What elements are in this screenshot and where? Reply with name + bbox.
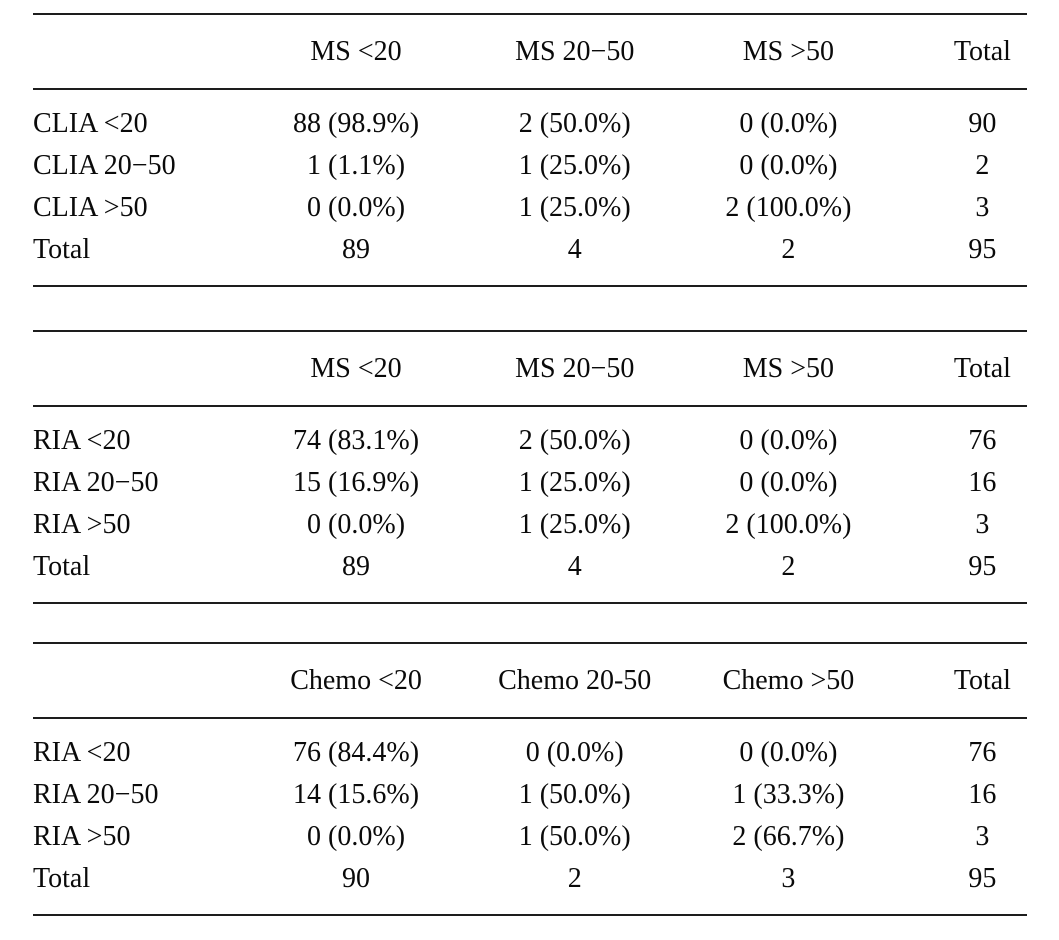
table-cell: 0 (0.0%)	[739, 150, 838, 181]
table-cell: 3	[975, 192, 990, 223]
row-label: RIA >50	[33, 821, 131, 852]
table-cell: 3	[975, 821, 990, 852]
row-label: Total	[33, 863, 91, 894]
table-cell: 0 (0.0%)	[307, 192, 406, 223]
column-header-total: Total	[953, 664, 1011, 696]
table-cell: 0 (0.0%)	[739, 467, 838, 498]
table-cell: 1 (25.0%)	[518, 192, 631, 223]
table-cell: 0 (0.0%)	[739, 425, 838, 456]
table-cell: 1 (25.0%)	[518, 467, 631, 498]
table-cell: 15 (16.9%)	[293, 467, 420, 498]
table-body: RIA <20 76 (84.4%) 0 (0.0%) 0 (0.0%) 76 …	[33, 719, 1027, 916]
table-cell: 1 (33.3%)	[732, 779, 845, 810]
row-label: RIA <20	[33, 737, 131, 768]
table-row: CLIA >50 0 (0.0%) 1 (25.0%) 2 (100.0%) 3	[33, 187, 1027, 229]
table-cell: 89	[342, 234, 371, 265]
table-cell: 74 (83.1%)	[293, 425, 420, 456]
total-row: Total 89 4 2 95	[33, 546, 1027, 588]
table-row: CLIA <20 88 (98.9%) 2 (50.0%) 0 (0.0%) 9…	[33, 103, 1027, 145]
table-cell: 4	[567, 551, 582, 582]
row-label: CLIA >50	[33, 192, 148, 223]
table-cell: 2	[975, 150, 990, 181]
table-body: RIA <20 74 (83.1%) 2 (50.0%) 0 (0.0%) 76…	[33, 407, 1027, 604]
table-cell: 76	[968, 737, 997, 768]
table-body: CLIA <20 88 (98.9%) 2 (50.0%) 0 (0.0%) 9…	[33, 90, 1027, 287]
table-cell: 3	[975, 509, 990, 540]
table-cell: 16	[968, 779, 997, 810]
table-cell: 1 (1.1%)	[307, 150, 406, 181]
table-row: RIA >50 0 (0.0%) 1 (50.0%) 2 (66.7%) 3	[33, 816, 1027, 858]
table-cell: 90	[968, 108, 997, 139]
table-cell: 1 (50.0%)	[518, 779, 631, 810]
table-clia-vs-ms: MS <20 MS 20−50 MS >50 Total CLIA <20 88…	[33, 13, 1027, 287]
table-cell: 4	[567, 234, 582, 265]
table-cell: 0 (0.0%)	[307, 821, 406, 852]
table-row: RIA <20 74 (83.1%) 2 (50.0%) 0 (0.0%) 76	[33, 420, 1027, 462]
table-cell: 76	[968, 425, 997, 456]
table-cell: 89	[342, 551, 371, 582]
table-cell: 16	[968, 467, 997, 498]
row-label: CLIA <20	[33, 108, 148, 139]
table-cell: 1 (50.0%)	[518, 821, 631, 852]
table-cell: 2 (50.0%)	[518, 108, 631, 139]
column-header: MS 20−50	[515, 352, 635, 384]
total-row: Total 89 4 2 95	[33, 229, 1027, 271]
table-cell: 76 (84.4%)	[293, 737, 420, 768]
total-row: Total 90 2 3 95	[33, 858, 1027, 900]
table-cell: 95	[968, 863, 997, 894]
row-label: RIA 20−50	[33, 467, 159, 498]
table-cell: 1 (25.0%)	[518, 150, 631, 181]
column-header: Chemo <20	[290, 664, 422, 696]
table-cell: 0 (0.0%)	[307, 509, 406, 540]
column-header-total: Total	[953, 35, 1011, 67]
table-cell: 2 (50.0%)	[518, 425, 631, 456]
column-header: MS <20	[310, 352, 402, 384]
column-header: MS 20−50	[515, 35, 635, 67]
table-cell: 2	[567, 863, 582, 894]
table-cell: 95	[968, 234, 997, 265]
table-row: CLIA 20−50 1 (1.1%) 1 (25.0%) 0 (0.0%) 2	[33, 145, 1027, 187]
row-label: Total	[33, 551, 91, 582]
table-cell: 0 (0.0%)	[739, 737, 838, 768]
table-ria-vs-ms: MS <20 MS 20−50 MS >50 Total RIA <20 74 …	[33, 330, 1027, 604]
column-header: MS >50	[742, 352, 835, 384]
table-ria-vs-chemo: Chemo <20 Chemo 20-50 Chemo >50 Total RI…	[33, 642, 1027, 916]
table-cell: 88 (98.9%)	[293, 108, 420, 139]
table-header-row: MS <20 MS 20−50 MS >50 Total	[33, 13, 1027, 90]
column-header-total: Total	[953, 352, 1011, 384]
row-label: RIA 20−50	[33, 779, 159, 810]
table-row: RIA >50 0 (0.0%) 1 (25.0%) 2 (100.0%) 3	[33, 504, 1027, 546]
row-label: CLIA 20−50	[33, 150, 176, 181]
column-header: MS <20	[310, 35, 402, 67]
table-cell: 2 (100.0%)	[725, 509, 852, 540]
row-label: RIA <20	[33, 425, 131, 456]
table-cell: 90	[342, 863, 371, 894]
table-cell: 1 (25.0%)	[518, 509, 631, 540]
table-cell: 2	[781, 551, 796, 582]
table-row: RIA <20 76 (84.4%) 0 (0.0%) 0 (0.0%) 76	[33, 732, 1027, 774]
table-header-row: MS <20 MS 20−50 MS >50 Total	[33, 330, 1027, 407]
row-label: RIA >50	[33, 509, 131, 540]
table-cell: 95	[968, 551, 997, 582]
column-header: MS >50	[742, 35, 835, 67]
table-cell: 0 (0.0%)	[525, 737, 624, 768]
table-header-row: Chemo <20 Chemo 20-50 Chemo >50 Total	[33, 642, 1027, 719]
table-cell: 2 (100.0%)	[725, 192, 852, 223]
column-header: Chemo >50	[722, 664, 855, 696]
table-cell: 2 (66.7%)	[732, 821, 845, 852]
table-cell: 0 (0.0%)	[739, 108, 838, 139]
table-cell: 3	[781, 863, 796, 894]
table-cell: 2	[781, 234, 796, 265]
table-row: RIA 20−50 14 (15.6%) 1 (50.0%) 1 (33.3%)…	[33, 774, 1027, 816]
table-cell: 14 (15.6%)	[293, 779, 420, 810]
table-row: RIA 20−50 15 (16.9%) 1 (25.0%) 0 (0.0%) …	[33, 462, 1027, 504]
row-label: Total	[33, 234, 91, 265]
column-header: Chemo 20-50	[498, 664, 652, 696]
